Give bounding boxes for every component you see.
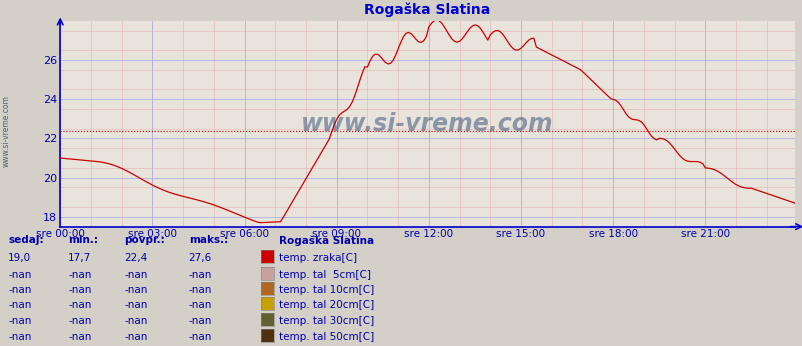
Text: 22,4: 22,4 (124, 253, 148, 263)
Text: -nan: -nan (188, 316, 212, 326)
Text: -nan: -nan (188, 300, 212, 310)
Text: -nan: -nan (124, 270, 148, 280)
Text: -nan: -nan (8, 300, 31, 310)
Text: temp. tal 50cm[C]: temp. tal 50cm[C] (278, 332, 374, 342)
Title: Rogaška Slatina: Rogaška Slatina (364, 2, 490, 17)
Text: -nan: -nan (124, 285, 148, 295)
Text: temp. tal 10cm[C]: temp. tal 10cm[C] (278, 285, 374, 295)
Text: -nan: -nan (68, 300, 91, 310)
Text: min.:: min.: (68, 236, 98, 245)
Text: -nan: -nan (8, 332, 31, 342)
Text: 19,0: 19,0 (8, 253, 31, 263)
Text: www.si-vreme.com: www.si-vreme.com (2, 95, 11, 167)
Text: temp. tal 30cm[C]: temp. tal 30cm[C] (278, 316, 374, 326)
Text: 17,7: 17,7 (68, 253, 91, 263)
Text: -nan: -nan (68, 285, 91, 295)
Text: -nan: -nan (188, 332, 212, 342)
Text: -nan: -nan (124, 316, 148, 326)
Text: 27,6: 27,6 (188, 253, 212, 263)
Text: -nan: -nan (124, 300, 148, 310)
Text: temp. tal 20cm[C]: temp. tal 20cm[C] (278, 300, 374, 310)
Text: povpr.:: povpr.: (124, 236, 165, 245)
Text: Rogaška Slatina: Rogaška Slatina (278, 235, 373, 246)
Text: -nan: -nan (8, 270, 31, 280)
Text: -nan: -nan (8, 285, 31, 295)
Text: -nan: -nan (188, 270, 212, 280)
Text: temp. tal  5cm[C]: temp. tal 5cm[C] (278, 270, 371, 280)
Text: -nan: -nan (68, 332, 91, 342)
Text: temp. zraka[C]: temp. zraka[C] (278, 253, 356, 263)
Text: sedaj:: sedaj: (8, 236, 43, 245)
Text: -nan: -nan (68, 316, 91, 326)
Text: -nan: -nan (8, 316, 31, 326)
Text: -nan: -nan (68, 270, 91, 280)
Text: -nan: -nan (188, 285, 212, 295)
Text: maks.:: maks.: (188, 236, 228, 245)
Text: -nan: -nan (124, 332, 148, 342)
Text: www.si-vreme.com: www.si-vreme.com (301, 112, 553, 136)
